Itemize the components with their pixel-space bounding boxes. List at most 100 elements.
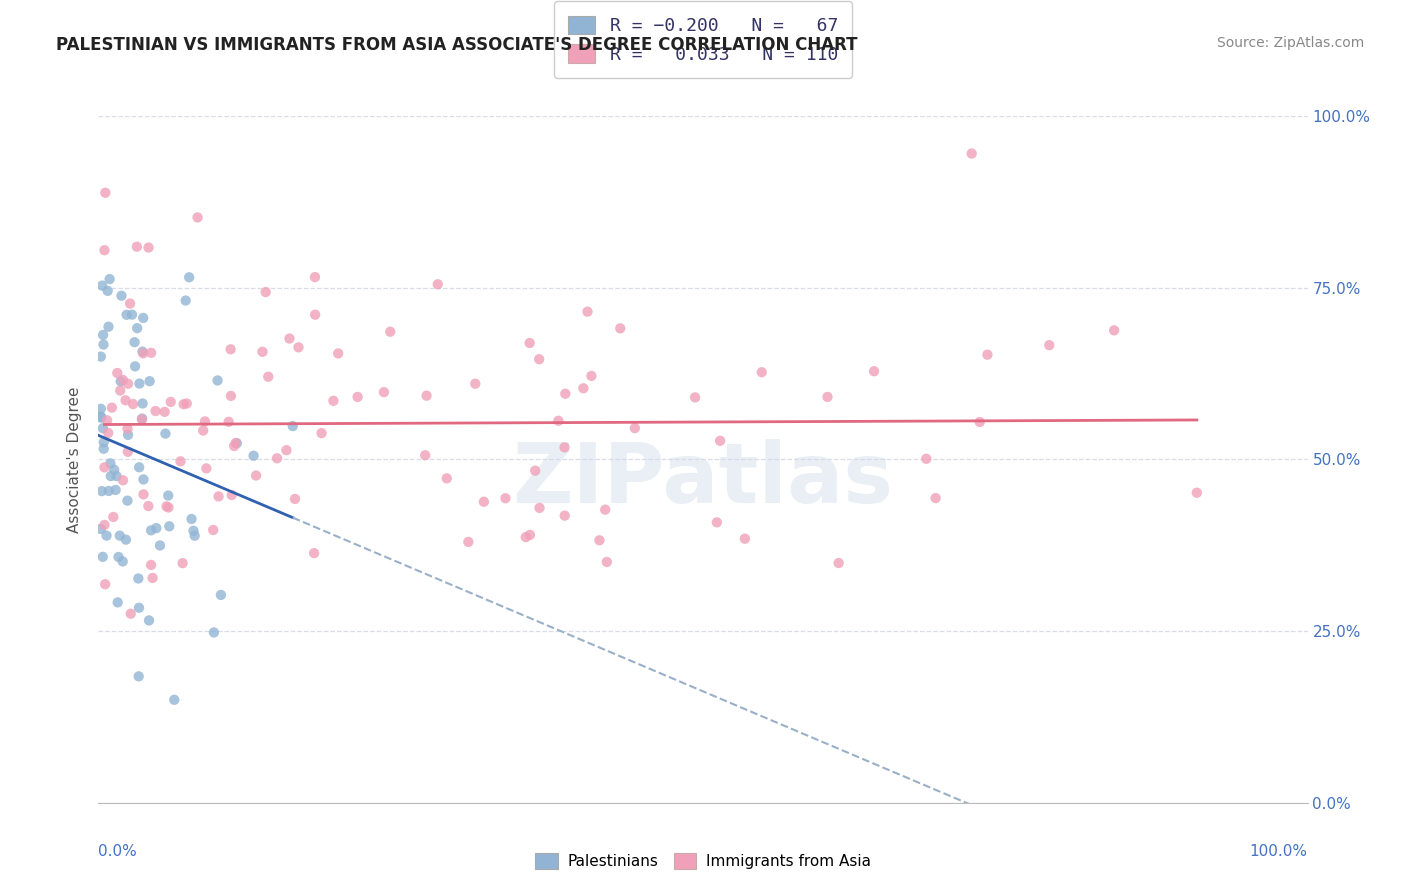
Point	[124, 335, 146, 350]
Point	[97, 284, 120, 298]
Point	[103, 463, 125, 477]
Point	[304, 270, 326, 285]
Point	[127, 571, 149, 585]
Point	[127, 321, 149, 335]
Point	[157, 489, 180, 503]
Point	[706, 516, 728, 530]
Point	[1102, 323, 1125, 337]
Point	[609, 321, 631, 335]
Point	[817, 390, 839, 404]
Point	[581, 368, 603, 383]
Point	[121, 308, 143, 322]
Point	[138, 499, 160, 513]
Point	[115, 308, 138, 322]
Point	[529, 500, 551, 515]
Point	[576, 304, 599, 318]
Point	[1038, 338, 1060, 352]
Point	[373, 385, 395, 400]
Point	[124, 359, 146, 374]
Point	[138, 374, 160, 388]
Point	[225, 436, 247, 450]
Point	[195, 461, 218, 475]
Text: Source: ZipAtlas.com: Source: ZipAtlas.com	[1216, 36, 1364, 50]
Point	[100, 469, 122, 483]
Point	[436, 471, 458, 485]
Point	[284, 491, 307, 506]
Point	[91, 421, 114, 435]
Point	[132, 310, 155, 325]
Point	[114, 393, 136, 408]
Point	[117, 422, 139, 436]
Point	[515, 530, 537, 544]
Point	[969, 415, 991, 429]
Point	[554, 386, 576, 401]
Point	[128, 376, 150, 391]
Point	[96, 413, 118, 427]
Point	[157, 500, 180, 515]
Point	[207, 490, 229, 504]
Point	[90, 409, 112, 424]
Point	[97, 425, 120, 440]
Point	[176, 396, 198, 410]
Point	[494, 491, 516, 506]
Point	[709, 434, 731, 448]
Point	[131, 396, 153, 410]
Point	[112, 373, 135, 387]
Text: 0.0%: 0.0%	[98, 844, 138, 859]
Point	[219, 389, 242, 403]
Point	[120, 296, 142, 310]
Point	[683, 391, 706, 405]
Point	[93, 517, 115, 532]
Point	[98, 272, 121, 286]
Point	[103, 510, 125, 524]
Point	[413, 448, 436, 462]
Point	[117, 445, 139, 459]
Point	[863, 364, 886, 378]
Point	[132, 472, 155, 486]
Point	[304, 308, 326, 322]
Point	[138, 241, 160, 255]
Point	[93, 435, 115, 450]
Point	[207, 374, 229, 388]
Y-axis label: Associate's Degree: Associate's Degree	[67, 386, 83, 533]
Point	[187, 211, 209, 225]
Point	[90, 401, 112, 416]
Point	[202, 523, 225, 537]
Point	[91, 278, 114, 293]
Point	[139, 558, 162, 572]
Point	[117, 493, 139, 508]
Point	[554, 441, 576, 455]
Point	[131, 412, 153, 426]
Point	[472, 494, 495, 508]
Point	[180, 512, 202, 526]
Point	[194, 414, 217, 428]
Point	[132, 346, 155, 360]
Point	[915, 451, 938, 466]
Point	[242, 449, 264, 463]
Point	[101, 401, 124, 415]
Point	[322, 393, 344, 408]
Point	[125, 240, 148, 254]
Point	[155, 426, 177, 441]
Point	[94, 577, 117, 591]
Point	[108, 529, 131, 543]
Point	[139, 524, 162, 538]
Point	[153, 405, 176, 419]
Point	[346, 390, 368, 404]
Point	[90, 484, 112, 499]
Point	[547, 414, 569, 428]
Point	[734, 532, 756, 546]
Point	[104, 483, 127, 497]
Point	[464, 376, 486, 391]
Point	[100, 457, 122, 471]
Point	[519, 528, 541, 542]
Point	[960, 146, 983, 161]
Point	[751, 365, 773, 379]
Point	[93, 460, 115, 475]
Point	[155, 500, 177, 514]
Point	[311, 426, 333, 441]
Point	[93, 244, 115, 258]
Point	[94, 186, 117, 200]
Point	[132, 487, 155, 501]
Point	[328, 346, 350, 360]
